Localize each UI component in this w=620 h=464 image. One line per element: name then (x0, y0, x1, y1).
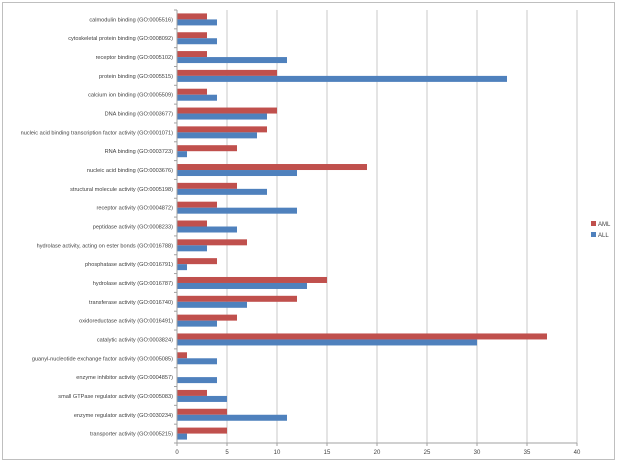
bar-all (177, 301, 247, 308)
category-label: hydrolase activity, acting on ester bond… (37, 243, 174, 249)
category-label: nucleic acid binding transcription facto… (21, 130, 173, 136)
category-label: transporter activity (GO:0005215) (90, 432, 173, 438)
x-tick-label: 40 (574, 450, 581, 456)
bar-all (177, 358, 217, 365)
bar-aml (177, 258, 217, 265)
bar-aml (177, 182, 237, 189)
x-tick-label: 10 (274, 450, 281, 456)
category-label: receptor binding (GO:0005102) (96, 55, 174, 61)
category-label: transferase activity (GO:0016740) (89, 300, 173, 306)
category-label: catalytic activity (GO:0003824) (97, 337, 173, 343)
category-label: peptidase activity (GO:0008233) (93, 225, 173, 231)
bars (177, 13, 547, 440)
bar-aml (177, 314, 237, 321)
bar-aml (177, 220, 207, 227)
bar-all (177, 245, 207, 252)
bar-aml (177, 145, 237, 152)
category-label: hydrolase activity (GO:0016787) (93, 281, 173, 287)
category-label: phosphatase activity (GO:0016791) (85, 262, 173, 268)
bar-all (177, 170, 297, 177)
bar-aml (177, 69, 277, 76)
bar-aml (177, 201, 217, 208)
x-tick-label: 5 (225, 450, 229, 456)
category-labels: calmodulin binding (GO:0005516) cytoskele… (21, 17, 173, 437)
category-label: enzyme inhibitor activity (GO:0004857) (76, 375, 173, 381)
category-label: cytoskeletal protein binding (GO:0008092… (68, 36, 173, 42)
category-label: oxidoreductase activity (GO:0016491) (79, 319, 173, 325)
bar-all (177, 188, 267, 195)
bar-aml (177, 13, 207, 20)
legend-swatch-aml (591, 221, 596, 226)
bar-aml (177, 32, 207, 39)
category-label: receptor activity (GO:0004872) (97, 206, 174, 212)
bar-aml (177, 107, 277, 114)
bar-aml (177, 276, 327, 283)
bar-all (177, 94, 217, 101)
tick-labels: 0 5 10 15 20 25 30 35 40 (175, 450, 581, 456)
category-label: nucleic acid binding (GO:0003676) (87, 168, 173, 174)
bar-all (177, 151, 187, 158)
bar-aml (177, 333, 547, 340)
bar-all (177, 339, 477, 346)
legend-label-aml: AML (598, 222, 611, 228)
bar-all (177, 113, 267, 120)
category-label: structural molecule activity (GO:0005198… (70, 187, 173, 193)
bar-aml (177, 389, 207, 396)
category-label: guanyl-nucleotide exchange factor activi… (32, 356, 173, 362)
bar-all (177, 38, 217, 45)
x-tick-label: 35 (524, 450, 531, 456)
bar-aml (177, 239, 247, 246)
category-label: enzyme regulator activity (GO:0030234) (74, 413, 173, 419)
bar-all (177, 320, 217, 327)
category-label: small GTPase regulator activity (GO:0005… (58, 394, 173, 400)
category-label: protein binding (GO:0005515) (99, 74, 173, 80)
bar-all (177, 226, 237, 233)
bar-aml (177, 164, 367, 171)
bar-all (177, 57, 287, 64)
bar-aml (177, 51, 207, 58)
x-tick-label: 0 (175, 450, 179, 456)
x-tick-label: 30 (474, 450, 481, 456)
legend-label-all: ALL (598, 233, 609, 239)
bar-all (177, 282, 307, 289)
category-label: DNA binding (GO:0003677) (105, 112, 174, 118)
bar-aml (177, 126, 267, 133)
legend: AML ALL (591, 221, 611, 239)
bar-all (177, 19, 217, 26)
bar-all (177, 395, 227, 402)
x-tick-label: 25 (424, 450, 431, 456)
bar-all (177, 207, 297, 214)
bar-all (177, 75, 507, 82)
bar-aml (177, 295, 297, 302)
legend-swatch-all (591, 232, 596, 237)
bar-all (177, 433, 187, 440)
category-label: calcium ion binding (GO:0005509) (88, 93, 173, 99)
bar-all (177, 132, 257, 139)
bar-all (177, 377, 217, 384)
category-label: RNA binding (GO:0003723) (105, 149, 174, 155)
bar-aml (177, 352, 187, 359)
bar-aml (177, 408, 227, 415)
bar-aml (177, 88, 207, 95)
category-label: calmodulin binding (GO:0005516) (89, 17, 173, 23)
axes (174, 9, 578, 446)
gridlines (226, 10, 578, 443)
x-tick-label: 20 (374, 450, 381, 456)
bar-aml (177, 427, 227, 434)
bar-all (177, 414, 287, 421)
bar-all (177, 264, 187, 271)
x-tick-label: 15 (324, 450, 331, 456)
